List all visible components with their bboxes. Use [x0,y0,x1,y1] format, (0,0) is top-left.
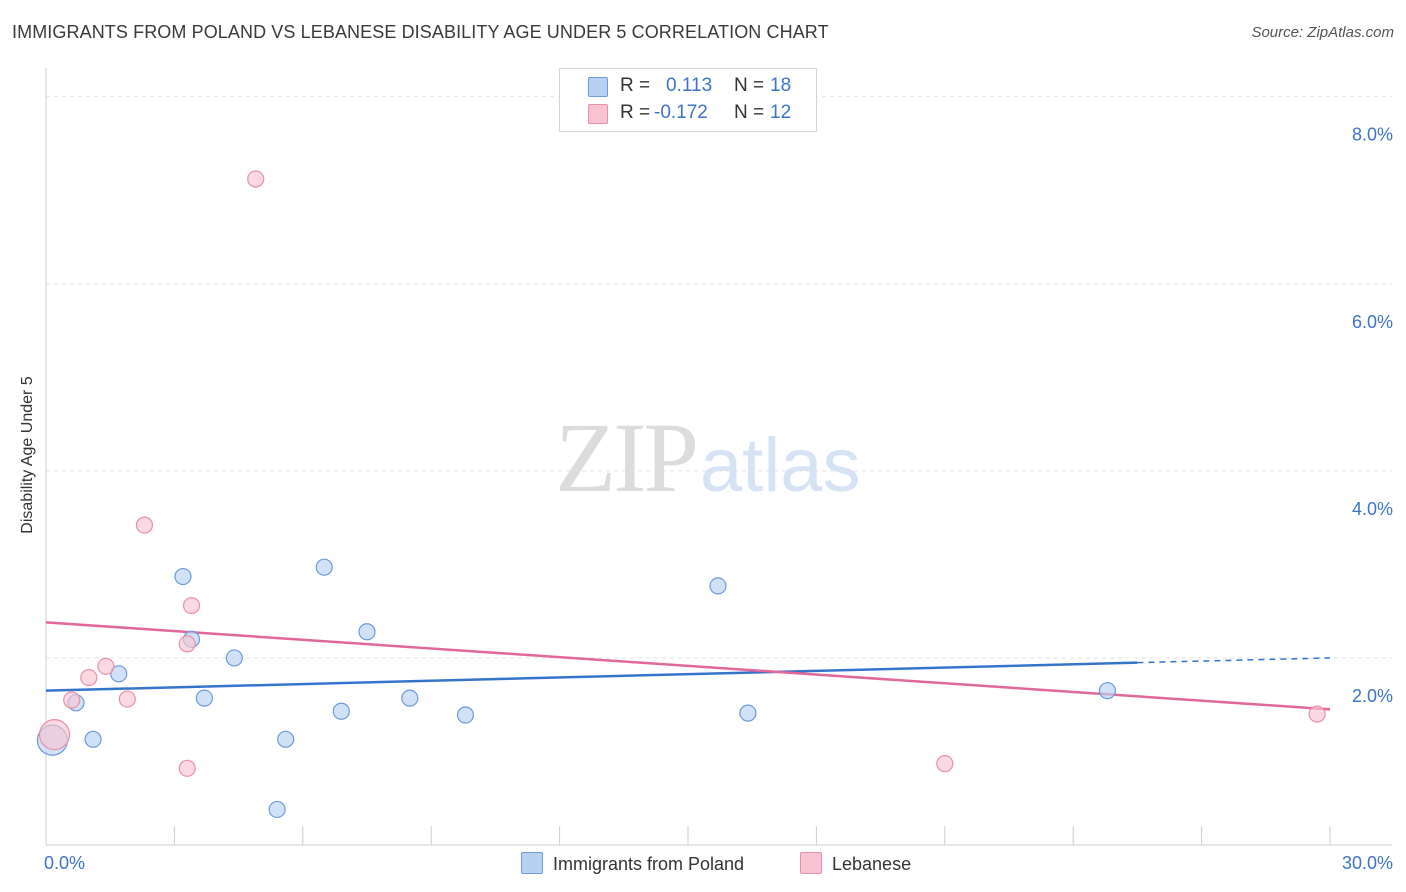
legend-n-value-poland: 18 [770,75,792,96]
legend-item-lebanese: Lebanese [800,852,911,875]
legend-n-value-lebanese: 12 [770,102,792,123]
legend-n-label-poland: N = [734,75,765,96]
poland-point [225,649,243,667]
poland-point [1098,682,1117,700]
bottom-swatch-lebanese [800,852,822,874]
lebanese-point [182,596,201,615]
chart-title: IMMIGRANTS FROM POLAND VS LEBANESE DISAB… [12,22,829,42]
lebanese-point [38,719,71,751]
x-tick-label-min: 0.0% [44,853,85,873]
lebanese-point [178,635,196,653]
poland-point [401,689,419,707]
watermark-zip: ZIP [555,402,699,513]
legend-item-poland: Immigrants from Poland [521,852,744,875]
legend-n-label-lebanese: N = [734,102,765,123]
poland-point [456,706,475,724]
legend-label-lebanese: Lebanese [832,854,912,874]
legend-r-value-lebanese: -0.172 [654,102,708,123]
lebanese-point [118,690,136,708]
legend-r-value-poland: 0.113 [666,75,713,96]
legend-r-label-poland: R = [620,75,651,96]
poland-trendline [45,661,1138,692]
lebanese-point [135,516,154,534]
source-credit: Source: ZipAtlas.com [1251,24,1394,41]
poland-point [195,689,213,707]
lebanese-trendline [45,621,1331,711]
poland-point [277,730,295,748]
legend-swatch-lebanese [588,104,608,124]
poland-trendline-extension [1137,657,1331,664]
lebanese-point [97,657,115,675]
trend-layer [45,621,1331,711]
legend-r-label-lebanese: R = [620,102,651,123]
lebanese-point [80,668,98,687]
poland-point [358,623,376,641]
bottom-swatch-poland [521,852,543,874]
lebanese-point [63,691,81,709]
lebanese-point [247,170,265,188]
poland-point [84,730,102,748]
x-tick-label-max: 30.0% [1342,853,1393,873]
poland-point [739,704,757,722]
lebanese-point [1308,705,1326,723]
legend-swatch-poland [588,77,608,97]
y-axis-label: Disability Age Under 5 [19,376,36,534]
y-tick-label: 2.0% [1352,686,1393,706]
poland-point [709,577,727,595]
poland-point [174,567,192,586]
y-tick-label: 8.0% [1352,125,1393,145]
legend-label-poland: Immigrants from Poland [553,854,745,874]
lebanese-point [178,759,196,777]
poland-point [332,702,350,720]
poland-point [268,800,286,819]
y-tick-label: 4.0% [1352,499,1393,519]
watermark: ZIPatlas [555,400,861,515]
poland-point [315,558,333,576]
y-tick-label: 6.0% [1352,312,1393,332]
stats-legend: R = 0.113 N = 18 R = -0.172 N = 12 [559,68,817,132]
label-layer: 2.0% 4.0% 6.0% 8.0% 0.0% 30.0% [44,125,1393,873]
poland-point [110,665,128,683]
lebanese-point [936,755,954,773]
axis-layer [45,68,1392,846]
point-layer [36,170,1326,819]
watermark-atlas: atlas [700,423,861,508]
